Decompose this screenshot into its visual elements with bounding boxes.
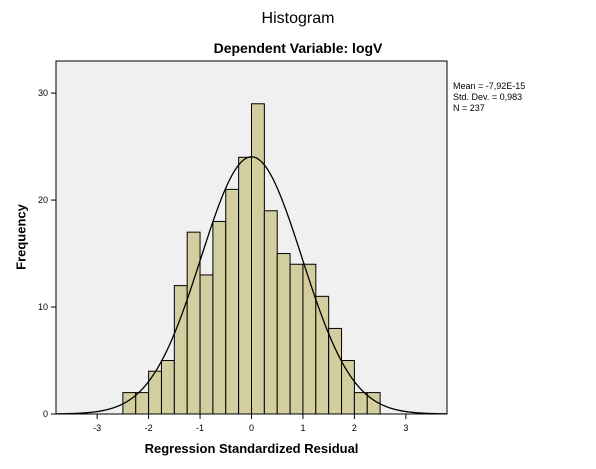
y-tick-label: 10: [38, 302, 48, 312]
x-tick-label: 3: [403, 423, 408, 433]
x-tick-label: -2: [145, 423, 153, 433]
histogram-bar: [225, 188, 240, 415]
histogram-bar: [302, 263, 317, 415]
histogram-bar: [160, 360, 175, 415]
histogram-bar: [186, 231, 201, 415]
x-axis-label: Regression Standardized Residual: [144, 441, 359, 456]
histogram-bar: [315, 295, 330, 415]
x-tick-label: 2: [352, 423, 357, 433]
histogram-bar: [341, 360, 355, 415]
x-tick-label: 1: [300, 423, 305, 433]
y-tick-label: 20: [38, 195, 48, 205]
histogram-bar: [238, 156, 252, 415]
histogram-bar: [289, 263, 304, 415]
x-tick-label: -3: [93, 423, 101, 433]
histogram-bar: [263, 210, 278, 415]
histogram-bar: [212, 220, 227, 415]
histogram-bar: [353, 392, 368, 415]
y-tick-label: 0: [43, 409, 48, 419]
stats-n: N = 237: [453, 103, 485, 113]
y-axis-label: Frequency: [13, 204, 29, 270]
histogram-bar: [276, 253, 291, 415]
chart-title: Histogram: [261, 10, 335, 27]
chart-subtitle: Dependent Variable: logV: [213, 40, 383, 56]
histogram-bar: [199, 274, 214, 415]
normal-curve-line: [55, 156, 448, 415]
histogram-bar: [135, 392, 150, 415]
histogram-bars: [122, 103, 381, 415]
stats-legend: Mean = -7,92E-15 Std. Dev. = 0,983 N = 2…: [453, 81, 525, 114]
x-tick-label: -1: [196, 423, 204, 433]
x-tick-label: 0: [249, 423, 254, 433]
histogram-bar: [328, 327, 343, 415]
histogram-bar: [251, 103, 265, 415]
stats-mean: Mean = -7,92E-15: [453, 81, 526, 91]
y-tick-label: 30: [38, 88, 48, 98]
stats-std-dev: Std. Dev. = 0,983: [453, 92, 523, 102]
histogram-bar: [148, 370, 162, 415]
